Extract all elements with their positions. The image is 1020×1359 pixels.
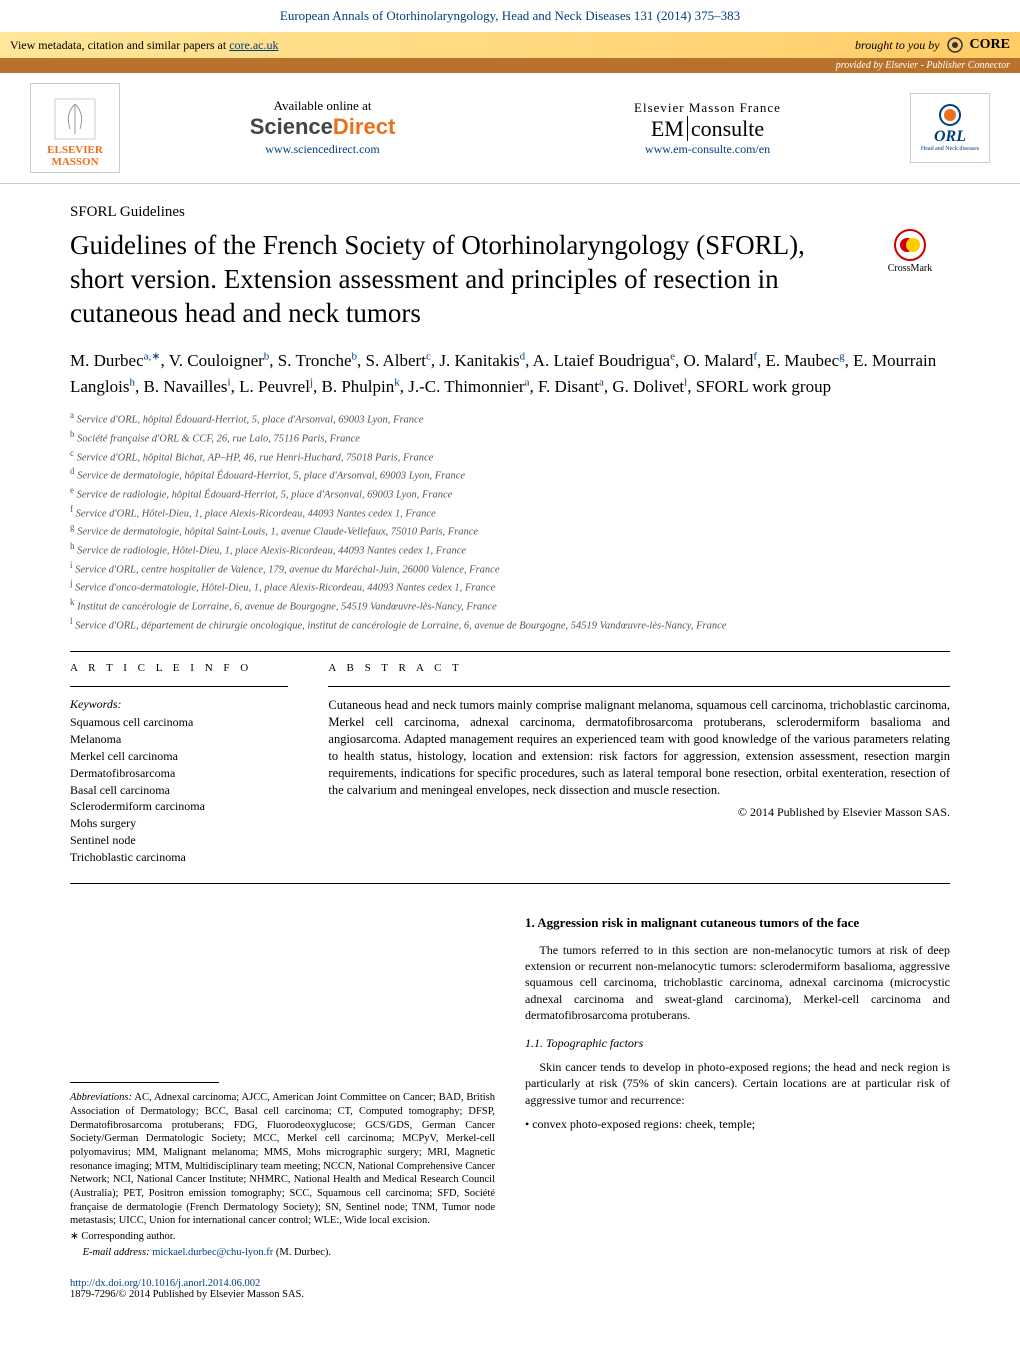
divider (70, 651, 950, 652)
email-line: E-mail address: mickael.durbec@chu-lyon.… (70, 1246, 495, 1260)
email-label: E-mail address: (83, 1247, 153, 1258)
abbreviations-block: Abbreviations: AC, Adnexal carcinoma; AJ… (70, 1091, 495, 1227)
elsevier-masson-logo: ELSEVIER MASSON (30, 83, 120, 173)
bullet-item: convex photo-exposed regions: cheek, tem… (525, 1116, 950, 1132)
emconsulte-logo: EMconsulte (525, 116, 890, 142)
journal-reference: European Annals of Otorhinolaryngology, … (0, 0, 1020, 32)
author-email[interactable]: mickael.durbec@chu-lyon.fr (152, 1247, 273, 1258)
article-content: SFORL Guidelines Guidelines of the Frenc… (0, 184, 1020, 1320)
core-left: View metadata, citation and similar pape… (10, 38, 279, 53)
abstract-heading: A B S T R A C T (328, 662, 950, 674)
sciencedirect-block: Available online at ScienceDirect www.sc… (140, 98, 505, 158)
abbreviations-label: Abbreviations: (70, 1092, 132, 1103)
core-banner: View metadata, citation and similar pape… (0, 32, 1020, 58)
orl-text: ORL (934, 128, 966, 146)
article-title: Guidelines of the French Society of Otor… (70, 229, 850, 330)
core-brought-text: brought to you by (855, 38, 940, 53)
divider-2 (70, 883, 950, 884)
keywords-label: Keywords: (70, 697, 288, 712)
orl-subtitle: Head and Neck diseases (921, 146, 979, 152)
section-1-1-heading: 1.1. Topographic factors (525, 1035, 950, 1051)
article-info-column: A R T I C L E I N F O Keywords: Squamous… (70, 662, 288, 865)
keywords-list: Squamous cell carcinomaMelanomaMerkel ce… (70, 714, 288, 865)
available-online-text: Available online at (140, 98, 505, 114)
core-logo: CORE (970, 37, 1010, 53)
article-section-label: SFORL Guidelines (70, 204, 950, 221)
emconsulte-block: Elsevier Masson France EMconsulte www.em… (525, 100, 890, 157)
left-body-column: Abbreviations: AC, Adnexal carcinoma; AJ… (70, 914, 495, 1260)
issn-copyright: 1879-7296/© 2014 Published by Elsevier M… (70, 1289, 304, 1300)
section-1-paragraph: The tumors referred to in this section a… (525, 942, 950, 1023)
right-body-column: 1. Aggression risk in malignant cutaneou… (525, 914, 950, 1260)
doi-block: http://dx.doi.org/10.1016/j.anorl.2014.0… (70, 1278, 950, 1300)
abbreviations-text: AC, Adnexal carcinoma; AJCC, American Jo… (70, 1092, 495, 1226)
core-link[interactable]: core.ac.uk (229, 38, 278, 52)
orl-circle-icon (939, 104, 961, 126)
corresponding-author: ∗ Corresponding author. (70, 1230, 495, 1244)
sciencedirect-logo: ScienceDirect (140, 114, 505, 140)
journal-reference-link[interactable]: European Annals of Otorhinolaryngology, … (280, 8, 740, 23)
abstract-text: Cutaneous head and neck tumors mainly co… (328, 697, 950, 798)
article-info-heading: A R T I C L E I N F O (70, 662, 288, 674)
sciencedirect-url[interactable]: www.sciencedirect.com (265, 142, 380, 156)
abstract-copyright: © 2014 Published by Elsevier Masson SAS. (328, 805, 950, 820)
core-icon (946, 36, 964, 54)
elsevier-tree-icon (50, 94, 100, 144)
doi-link[interactable]: http://dx.doi.org/10.1016/j.anorl.2014.0… (70, 1278, 260, 1289)
core-right: brought to you by CORE (855, 36, 1010, 54)
crossmark-icon (894, 229, 926, 261)
email-suffix: (M. Durbec). (273, 1247, 331, 1258)
publisher-bar: ELSEVIER MASSON Available online at Scie… (0, 73, 1020, 184)
section-1-1-paragraph: Skin cancer tends to develop in photo-ex… (525, 1059, 950, 1108)
core-left-text: View metadata, citation and similar pape… (10, 38, 229, 52)
abstract-column: A B S T R A C T Cutaneous head and neck … (328, 662, 950, 865)
orl-journal-logo: ORL Head and Neck diseases (910, 93, 990, 163)
elsevier-masson-france-text: Elsevier Masson France (525, 100, 890, 116)
masson-text: MASSON (51, 156, 98, 168)
crossmark-label: CrossMark (888, 263, 932, 274)
crossmark-widget[interactable]: CrossMark (870, 229, 950, 274)
authors-list: M. Durbeca,∗, V. Couloignerb, S. Tronche… (70, 348, 950, 399)
emconsulte-url: www.em-consulte.com/en (525, 142, 890, 157)
affiliations-list: a Service d'ORL, hôpital Édouard-Herriot… (70, 409, 950, 633)
elsevier-text: ELSEVIER (47, 144, 103, 156)
footnote-divider (70, 1082, 219, 1083)
provided-bar: provided by Elsevier - Publisher Connect… (0, 58, 1020, 73)
section-1-heading: 1. Aggression risk in malignant cutaneou… (525, 914, 950, 932)
